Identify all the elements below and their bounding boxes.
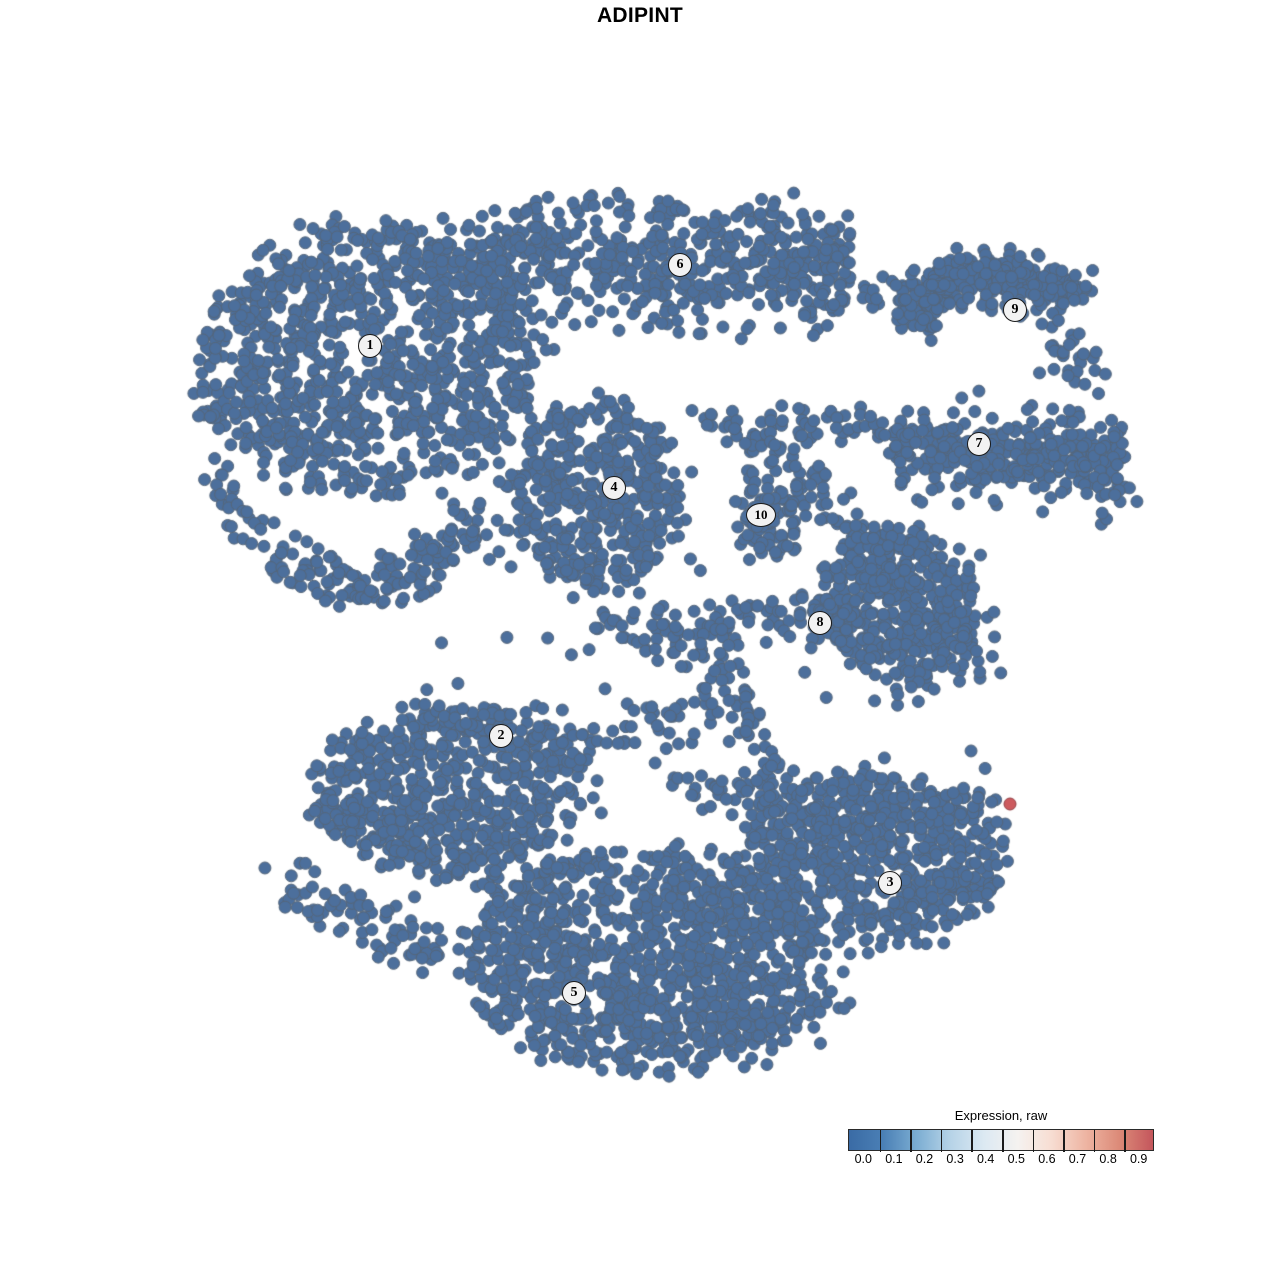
colorbar-tick	[971, 1130, 973, 1152]
colorbar-tick	[1032, 1130, 1035, 1152]
colorbar-tick	[940, 1130, 943, 1152]
colorbar-tick-label-0-5: 0.5	[1007, 1152, 1025, 1166]
colorbar-tick	[1093, 1130, 1096, 1152]
cluster-label-9[interactable]: 9	[1003, 298, 1027, 322]
colorbar-tick-label-0-2: 0.2	[915, 1152, 934, 1166]
cluster-label-8[interactable]: 8	[808, 611, 832, 635]
colorbar-tick	[1002, 1130, 1004, 1152]
cluster-label-6[interactable]: 6	[668, 253, 692, 277]
colorbar-tick	[1124, 1130, 1126, 1152]
cluster-label-7[interactable]: 7	[967, 432, 991, 456]
colorbar-tick	[879, 1130, 882, 1152]
cluster-label-5[interactable]: 5	[562, 981, 586, 1005]
cluster-label-3[interactable]: 3	[878, 871, 902, 895]
colorbar-tick-label-0-4: 0.4	[976, 1152, 995, 1166]
colorbar-tick-label-0-3: 0.3	[946, 1152, 964, 1166]
colorbar-tick-label-0-8: 0.8	[1099, 1152, 1117, 1166]
expression-legend: Expression, raw 0.0 0.1 0.2 0.3 0.4 0.5 0.6 0.7…	[836, 1108, 1166, 1170]
cluster-label-1[interactable]: 1	[358, 334, 382, 358]
colorbar-tick-label-0-7: 0.7	[1068, 1152, 1087, 1166]
colorbar-tick-label-0-6: 0.6	[1038, 1152, 1056, 1166]
colorbar-tick	[910, 1130, 912, 1152]
colorbar-gradient[interactable]	[848, 1129, 1154, 1152]
colorbar-tick-label-0-1: 0.1	[885, 1152, 903, 1166]
cluster-label-10[interactable]: 10	[746, 503, 776, 527]
colorbar-tick-label-0-9: 0.9	[1129, 1152, 1148, 1166]
colorbar-tick	[1063, 1130, 1065, 1152]
legend-title: Expression, raw	[954, 1108, 1048, 1123]
cluster-label-2[interactable]: 2	[489, 724, 513, 748]
colorbar-tick-label-0-0: 0.0	[854, 1152, 872, 1166]
colorbar-tick-labels: 0.0 0.1 0.2 0.3 0.4 0.5 0.6 0.7 0.8 0.9	[848, 1152, 1154, 1170]
colorbar-wrapper	[848, 1129, 1154, 1152]
cluster-label-4[interactable]: 4	[602, 476, 626, 500]
